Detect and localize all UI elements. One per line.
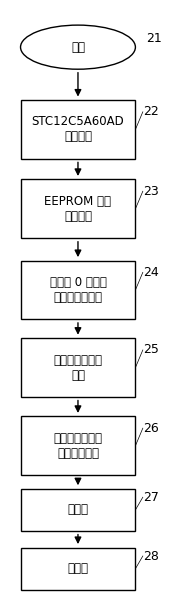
Text: 22: 22: [143, 106, 159, 118]
Text: 串口通讯中断初
始化: 串口通讯中断初 始化: [53, 353, 102, 382]
Text: 母排温度及柜内
温湿度值采集: 母排温度及柜内 温湿度值采集: [53, 432, 102, 460]
Bar: [20, 489, 135, 531]
Text: 27: 27: [143, 491, 159, 504]
Text: STC12C5A60AD
管脚定义: STC12C5A60AD 管脚定义: [32, 115, 124, 143]
Text: 26: 26: [143, 422, 159, 434]
Text: 主程序: 主程序: [68, 562, 88, 575]
Text: 25: 25: [143, 343, 159, 356]
Text: 开中断: 开中断: [68, 503, 88, 517]
Bar: [20, 260, 135, 319]
Text: 21: 21: [146, 32, 162, 45]
Bar: [20, 338, 135, 397]
Text: 定时器 0 中断值
初始化赋值定义: 定时器 0 中断值 初始化赋值定义: [50, 276, 106, 304]
Text: EEPROM 驱动
初始定义: EEPROM 驱动 初始定义: [44, 195, 112, 223]
Bar: [20, 179, 135, 238]
Bar: [20, 548, 135, 590]
Text: 开始: 开始: [71, 41, 85, 53]
Text: 28: 28: [143, 550, 159, 563]
Bar: [20, 100, 135, 159]
Text: 24: 24: [143, 266, 159, 279]
Text: 23: 23: [143, 185, 159, 198]
Bar: [20, 416, 135, 475]
Ellipse shape: [20, 25, 135, 69]
